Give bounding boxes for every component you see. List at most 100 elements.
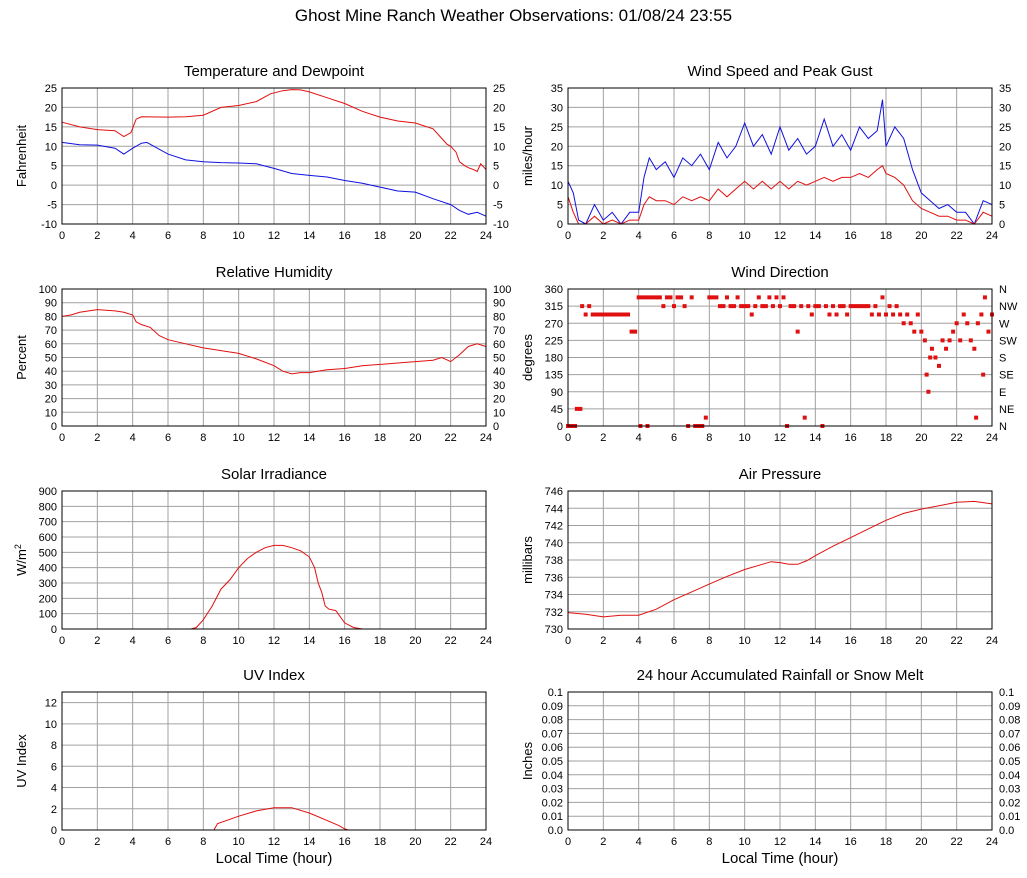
x-tick-label: 2 xyxy=(94,836,100,848)
data-point xyxy=(795,329,800,334)
y-tick-label: 0.09 xyxy=(542,701,563,713)
y-tick-label-right: 15 xyxy=(493,122,505,134)
data-point xyxy=(611,312,616,317)
x-tick-label: 0 xyxy=(59,230,65,242)
x-tick-label: 24 xyxy=(986,230,998,242)
y-tick-label: 225 xyxy=(545,335,563,347)
y-tick-label-right: 40 xyxy=(493,366,505,378)
data-point xyxy=(979,312,984,317)
data-point xyxy=(915,312,920,317)
y-tick-label-right: 0.03 xyxy=(999,784,1020,796)
data-point xyxy=(788,304,793,309)
series-line-1 xyxy=(62,544,486,630)
data-point xyxy=(689,295,694,300)
y-tick-label: -5 xyxy=(47,200,57,212)
y-tick-label: 746 xyxy=(545,486,563,498)
y-tick-label: 50 xyxy=(45,353,57,365)
x-tick-label: 18 xyxy=(374,230,386,242)
x-tick-label: 4 xyxy=(130,635,136,647)
y-tick-label: 10 xyxy=(45,141,57,153)
data-point xyxy=(604,312,609,317)
x-tick-label: 14 xyxy=(303,836,315,848)
y-tick-label: 0 xyxy=(51,825,57,837)
data-point xyxy=(944,346,949,351)
data-point xyxy=(802,415,807,420)
x-tick-label: 12 xyxy=(774,836,786,848)
y-tick-label: 738 xyxy=(545,555,563,567)
data-point xyxy=(703,415,708,420)
y-tick-label-right: 10 xyxy=(493,407,505,419)
data-point xyxy=(746,304,751,309)
y-tick-label-right: 10 xyxy=(493,141,505,153)
data-point xyxy=(774,295,779,300)
data-point xyxy=(778,304,782,309)
data-point xyxy=(714,295,719,300)
data-point xyxy=(725,295,729,300)
y-tick-label: 100 xyxy=(39,609,57,621)
y-tick-label: 730 xyxy=(545,624,563,636)
y-tick-label: 0.0 xyxy=(548,825,563,837)
data-point xyxy=(880,295,885,300)
x-tick-label: 22 xyxy=(951,635,963,647)
data-point xyxy=(891,312,896,317)
y-tick-label-right: 70 xyxy=(493,325,505,337)
data-point xyxy=(619,312,623,317)
data-point xyxy=(636,295,641,300)
x-tick-label: 6 xyxy=(671,432,677,444)
y-axis-label: Fahrenheit xyxy=(14,125,29,188)
y-tick-label: 734 xyxy=(545,590,563,602)
data-point xyxy=(919,329,924,334)
data-point xyxy=(770,304,775,309)
data-point xyxy=(657,295,662,300)
y-tick-label-right: 80 xyxy=(493,311,505,323)
data-point xyxy=(672,304,676,309)
y-tick-label: 900 xyxy=(39,486,57,498)
x-tick-label: 18 xyxy=(374,836,386,848)
plot-frame xyxy=(61,691,487,831)
x-tick-label: 16 xyxy=(845,836,857,848)
data-point xyxy=(922,338,927,343)
x-tick-label: 8 xyxy=(200,836,206,848)
x-tick-label: 0 xyxy=(565,432,571,444)
data-point xyxy=(728,304,733,309)
y-tick-label-right: 0.04 xyxy=(999,770,1020,782)
data-point xyxy=(852,304,857,309)
x-tick-label: 6 xyxy=(165,635,171,647)
data-point xyxy=(781,295,786,300)
data-point xyxy=(622,312,627,317)
y-axis-label: UV Index xyxy=(14,734,29,788)
y-tick-label-right: 0.09 xyxy=(999,701,1020,713)
x-tick-label: 8 xyxy=(706,635,712,647)
data-point xyxy=(884,312,888,317)
y-tick-label: -10 xyxy=(41,219,57,231)
y-tick-label: 5 xyxy=(51,161,57,173)
y-tick-label: 800 xyxy=(39,501,57,513)
x-tick-label: 24 xyxy=(986,635,998,647)
y-tick-label-right: 15 xyxy=(999,161,1011,173)
y-tick-label-right: 0 xyxy=(999,219,1005,231)
x-tick-label: 20 xyxy=(409,836,421,848)
y-tick-label-right: 20 xyxy=(493,102,505,114)
y-tick-label: 15 xyxy=(551,161,563,173)
y-tick-label-right: 0 xyxy=(493,180,499,192)
x-tick-label: 20 xyxy=(915,432,927,444)
y-tick-label: 25 xyxy=(45,83,57,95)
data-point xyxy=(587,304,592,309)
data-point xyxy=(597,312,602,317)
y-tick-label-right: E xyxy=(999,387,1006,399)
page-title: Ghost Mine Ranch Weather Observations: 0… xyxy=(294,6,733,25)
data-point xyxy=(961,312,966,317)
data-point xyxy=(848,304,853,309)
y-tick-label-right: 30 xyxy=(999,102,1011,114)
x-tick-label: 8 xyxy=(200,230,206,242)
data-point xyxy=(905,312,910,317)
data-point xyxy=(675,295,680,300)
data-point xyxy=(578,406,583,411)
x-tick-label: 4 xyxy=(130,230,136,242)
